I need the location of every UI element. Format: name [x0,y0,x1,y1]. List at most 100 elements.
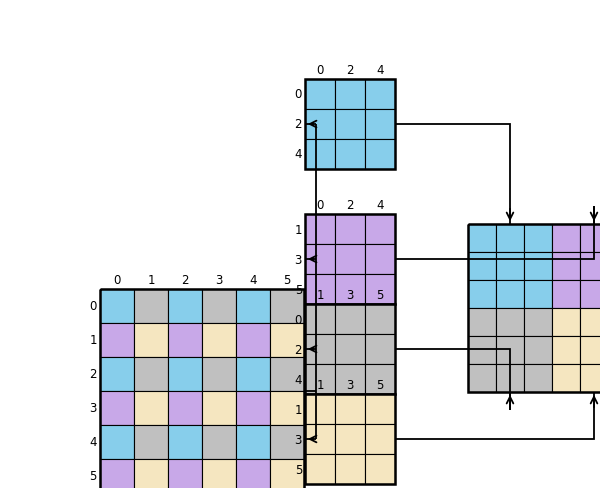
Bar [100,459,134,488]
Bar [524,281,552,308]
Bar [365,334,395,364]
Bar [580,224,600,252]
Bar [236,391,270,425]
Bar [168,357,202,391]
Bar [552,308,580,336]
Bar [305,394,395,484]
Bar [524,308,552,336]
Bar [305,364,335,394]
Text: 4: 4 [295,373,302,386]
Text: 2: 2 [346,64,354,77]
Bar [365,274,395,305]
Text: 5: 5 [376,288,383,302]
Bar [134,425,168,459]
Bar [335,215,365,244]
Text: 4: 4 [249,273,257,286]
Bar [270,391,304,425]
Bar [305,394,335,424]
Bar [100,289,304,488]
Text: 3: 3 [346,288,353,302]
Text: 2: 2 [295,343,302,356]
Text: 0: 0 [316,199,323,212]
Bar [305,215,335,244]
Bar [468,281,496,308]
Bar [305,305,395,394]
Text: 3: 3 [346,378,353,391]
Bar [496,364,524,392]
Text: 5: 5 [283,273,290,286]
Bar [305,244,335,274]
Text: 5: 5 [89,469,97,483]
Bar [524,252,552,281]
Bar [100,289,134,324]
Text: 4: 4 [376,64,384,77]
Bar [305,140,335,170]
Bar [365,394,395,424]
Bar [580,281,600,308]
Text: 2: 2 [89,368,97,381]
Bar [100,357,134,391]
Text: 3: 3 [295,253,302,266]
Bar [365,80,395,110]
Bar [100,324,134,357]
Bar [134,459,168,488]
Text: 0: 0 [316,64,323,77]
Bar [468,336,496,364]
Bar [305,274,335,305]
Bar [335,274,365,305]
Text: 0: 0 [89,300,97,313]
Bar [496,252,524,281]
Bar [305,80,335,110]
Bar [552,364,580,392]
Bar [270,459,304,488]
Text: 1: 1 [295,403,302,416]
Bar [335,244,365,274]
Bar [580,336,600,364]
Bar [552,336,580,364]
Bar [335,305,365,334]
Bar [468,364,496,392]
Text: 1: 1 [316,288,324,302]
Text: 0: 0 [113,273,121,286]
Bar [335,334,365,364]
Bar [496,308,524,336]
Bar [270,425,304,459]
Bar [202,324,236,357]
Bar [365,305,395,334]
Text: 3: 3 [295,433,302,446]
Bar [202,425,236,459]
Bar [468,224,600,392]
Bar [168,391,202,425]
Bar [524,364,552,392]
Bar [335,110,365,140]
Text: 5: 5 [295,283,302,296]
Text: 2: 2 [295,118,302,131]
Bar [202,459,236,488]
Bar [202,357,236,391]
Bar [335,140,365,170]
Bar [270,324,304,357]
Bar [335,424,365,454]
Text: 1: 1 [316,378,324,391]
Bar [468,252,496,281]
Text: 4: 4 [89,436,97,448]
Bar [236,459,270,488]
Text: 4: 4 [376,199,384,212]
Text: 4: 4 [295,148,302,161]
Bar [134,289,168,324]
Bar [100,425,134,459]
Bar [236,289,270,324]
Bar [202,391,236,425]
Bar [134,357,168,391]
Bar [365,140,395,170]
Bar [305,334,335,364]
Bar [305,80,395,170]
Bar [168,425,202,459]
Text: 3: 3 [89,402,97,415]
Text: 0: 0 [295,313,302,326]
Bar [496,281,524,308]
Bar [524,336,552,364]
Bar [365,244,395,274]
Bar [270,289,304,324]
Bar [365,215,395,244]
